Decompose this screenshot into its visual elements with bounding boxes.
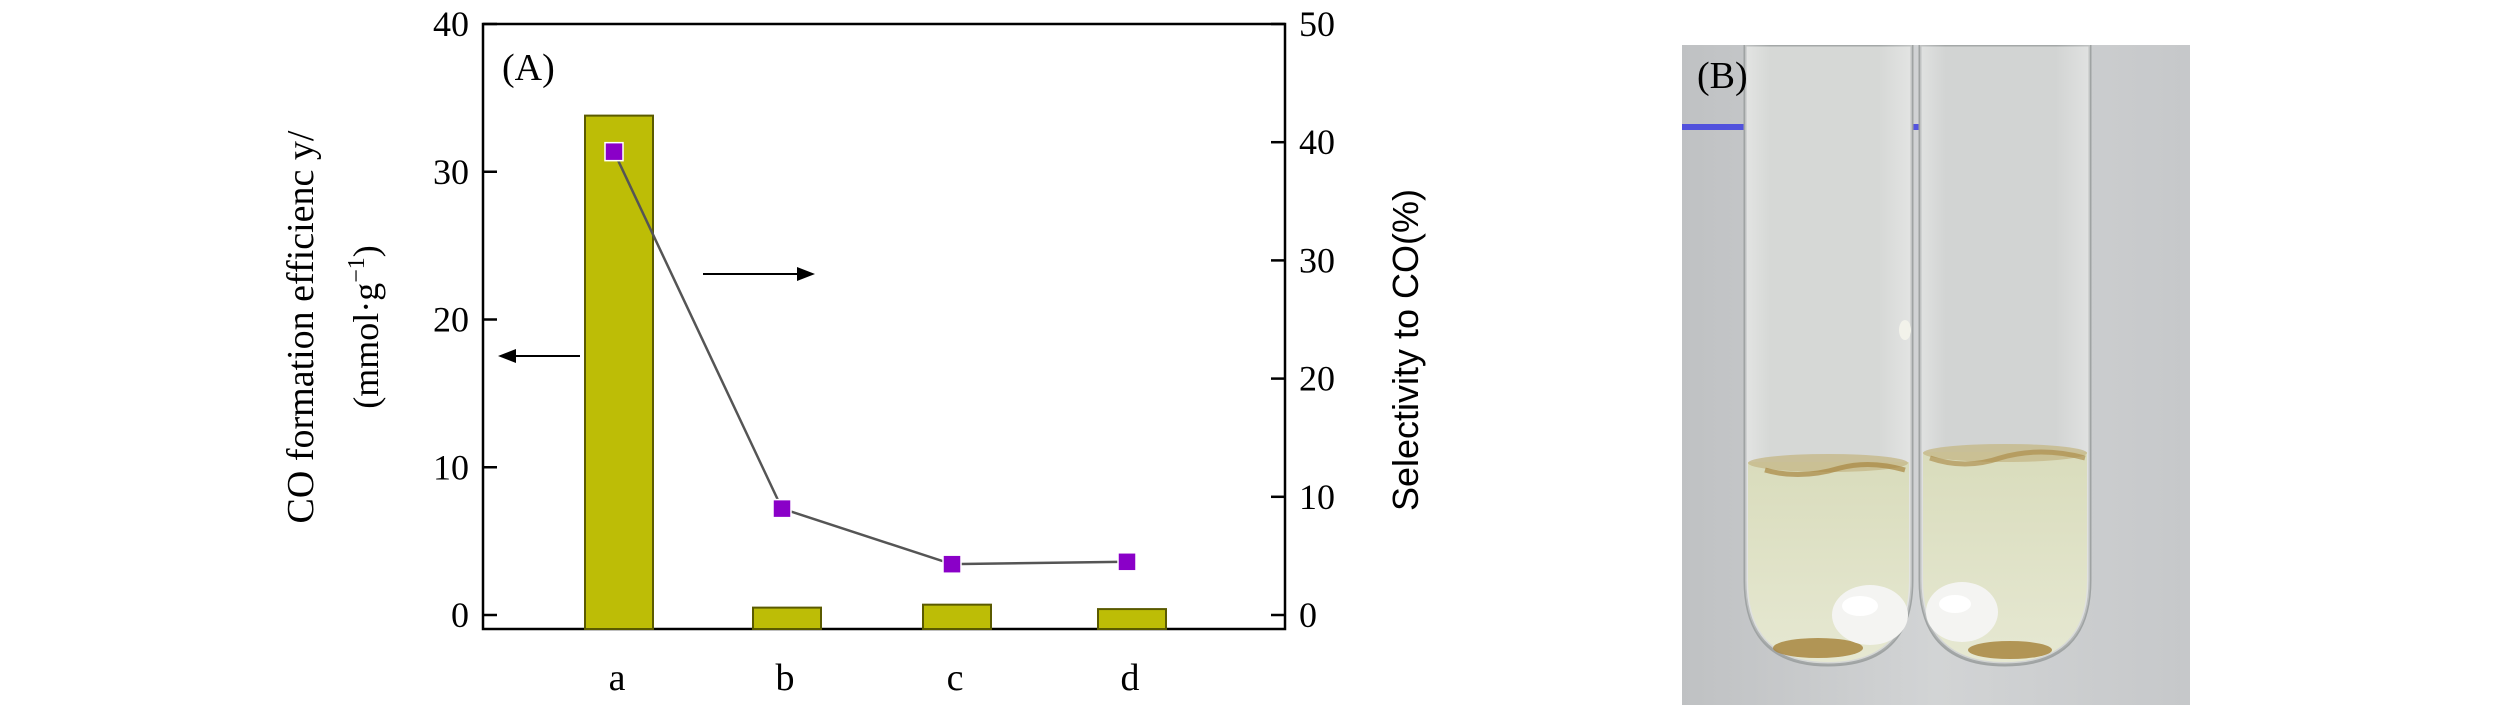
selectivity-series bbox=[604, 141, 1137, 574]
right-tick-label-5: 50 bbox=[1299, 4, 1335, 44]
x-label-c: c bbox=[947, 657, 964, 699]
test-tubes-photo: (B) bbox=[1682, 45, 2190, 705]
right-tick-label-0: 0 bbox=[1299, 595, 1317, 635]
y2-axis-label: Selectivity to CO(%) bbox=[1385, 189, 1426, 511]
right-axis-arrow bbox=[703, 267, 815, 281]
x-axis-labels: a b c d bbox=[609, 657, 1140, 699]
left-tick-label-1: 10 bbox=[433, 447, 469, 487]
right-axis-ticks: 0 10 20 30 40 50 bbox=[1271, 4, 1335, 635]
left-test-tube bbox=[1743, 45, 1914, 667]
left-axis-arrow bbox=[498, 349, 580, 363]
right-tick-label-2: 20 bbox=[1299, 359, 1335, 399]
x-label-a: a bbox=[609, 657, 626, 699]
y-axis-label-line1: CO formation efficienc y/ bbox=[280, 130, 322, 523]
right-tick-label-3: 30 bbox=[1299, 240, 1335, 280]
bars bbox=[584, 114, 1167, 631]
bar-a bbox=[584, 114, 654, 631]
y-axis-label-superscript: −1 bbox=[344, 257, 370, 283]
right-test-tube bbox=[1899, 45, 2092, 667]
chart-panel-a: 0 10 20 30 40 0 10 20 30 40 50 a b c d (A) CO format… bbox=[280, 4, 1426, 699]
x-label-d: d bbox=[1121, 657, 1140, 699]
x-label-b: b bbox=[776, 657, 795, 699]
bar-b bbox=[752, 606, 822, 630]
selectivity-marker-d bbox=[1117, 552, 1137, 572]
left-tick-label-2: 20 bbox=[433, 300, 469, 340]
left-tick-label-4: 40 bbox=[433, 4, 469, 44]
panel-a-label: (A) bbox=[502, 47, 555, 89]
selectivity-marker-c bbox=[942, 554, 962, 574]
selectivity-marker-a bbox=[604, 141, 624, 162]
right-tick-label-4: 40 bbox=[1299, 122, 1335, 162]
left-tick-label-0: 0 bbox=[451, 595, 469, 635]
plot-frame bbox=[481, 22, 1287, 631]
panel-b-label: (B) bbox=[1697, 55, 1748, 97]
bar-d bbox=[1097, 608, 1167, 631]
selectivity-line bbox=[612, 151, 1128, 566]
y-axis-label-line2: (mmol·g−1) bbox=[344, 245, 386, 409]
left-axis-ticks: 0 10 20 30 40 bbox=[433, 4, 497, 635]
left-tick-label-3: 30 bbox=[433, 152, 469, 192]
selectivity-marker-b bbox=[772, 498, 792, 519]
bar-c bbox=[922, 603, 992, 630]
right-tick-label-1: 10 bbox=[1299, 477, 1335, 517]
